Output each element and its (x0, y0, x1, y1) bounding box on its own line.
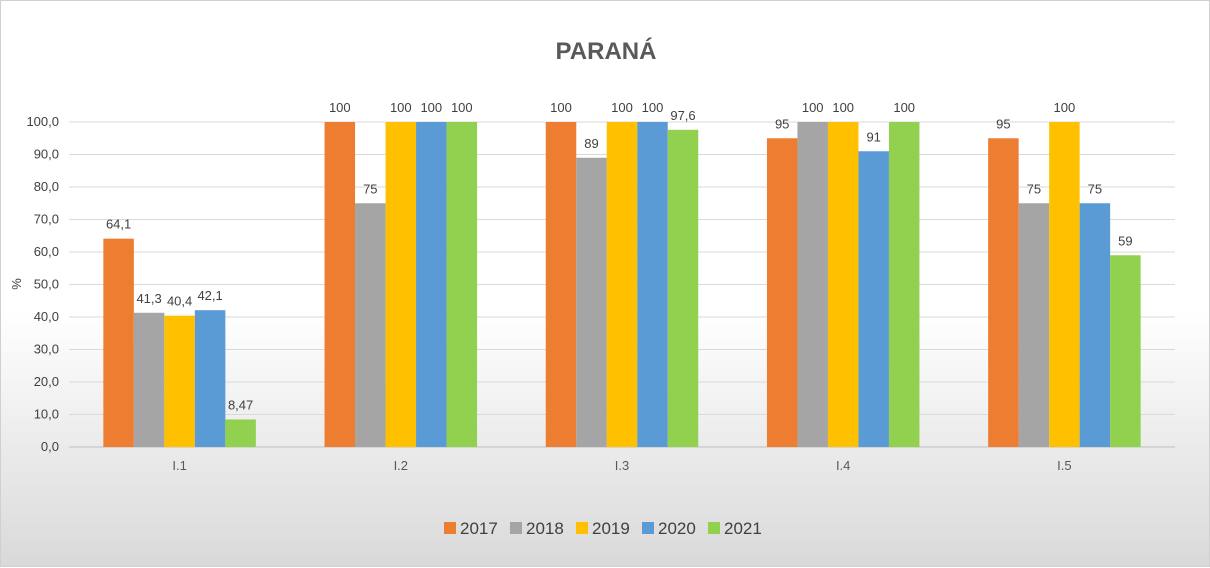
bar-2021-I.5 (1110, 255, 1141, 447)
bar-2021-I.4 (888, 122, 920, 447)
bar-2017-I.3 (545, 122, 577, 447)
y-tick-label: 10,0 (34, 407, 59, 422)
data-label: 100 (642, 100, 664, 115)
bar-2019-I.3 (606, 122, 638, 447)
bar-2019-I.1 (164, 315, 195, 447)
bar-2017-I.4 (766, 138, 798, 447)
bar-2020-I.3 (637, 122, 668, 447)
legend-label: 2021 (724, 519, 762, 538)
x-category-label: I.5 (1057, 458, 1071, 473)
data-label: 97,6 (670, 108, 695, 123)
legend: 2017 2018 2019 2020 2021 (444, 519, 762, 538)
bar-2021-I.3 (667, 129, 699, 448)
data-label: 100 (390, 100, 412, 115)
legend-label: 2017 (460, 519, 498, 538)
data-label: 75 (363, 181, 377, 196)
legend-swatch-2018 (510, 522, 522, 534)
legend-label: 2018 (526, 519, 564, 538)
data-label: 95 (996, 116, 1010, 131)
data-label: 100 (1054, 100, 1076, 115)
x-category-label: I.3 (615, 458, 629, 473)
legend-label: 2020 (658, 519, 696, 538)
bar-2019-I.5 (1049, 122, 1080, 447)
data-label: 42,1 (197, 288, 222, 303)
legend-label: 2019 (592, 519, 630, 538)
data-label: 100 (832, 100, 854, 115)
data-label: 40,4 (167, 294, 192, 309)
bar-2017-I.1 (103, 238, 134, 447)
y-tick-label: 20,0 (34, 374, 59, 389)
bar-2020-I.5 (1079, 203, 1111, 447)
data-label: 89 (584, 136, 598, 151)
data-label: 91 (866, 129, 880, 144)
bars (103, 122, 1141, 448)
bar-2018-I.3 (576, 157, 607, 447)
bar-2019-I.2 (385, 122, 417, 447)
bar-2020-I.1 (194, 310, 226, 447)
y-tick-label: 50,0 (34, 277, 59, 292)
data-label: 64,1 (106, 217, 131, 232)
y-tick-label: 40,0 (34, 309, 59, 324)
bar-2020-I.2 (416, 122, 447, 447)
data-label: 100 (420, 100, 442, 115)
y-tick-label: 0,0 (41, 439, 59, 454)
y-tick-label: 30,0 (34, 342, 59, 357)
legend-swatch-2017 (444, 522, 456, 534)
bar-2021-I.2 (446, 122, 478, 447)
data-label: 8,47 (228, 397, 253, 412)
data-label: 59 (1118, 233, 1132, 248)
bar-2021-I.1 (225, 419, 256, 447)
y-axis-label: % (9, 278, 24, 290)
bar-2017-I.5 (988, 138, 1019, 447)
x-axis-categories: I.1 I.2 I.3 I.4 I.5 (172, 458, 1071, 473)
bar-2018-I.5 (1018, 203, 1050, 447)
y-tick-label: 100,0 (26, 114, 59, 129)
data-label: 100 (611, 100, 633, 115)
y-axis-ticks: 0,0 10,0 20,0 30,0 40,0 50,0 60,0 70,0 80,0 90,0 1… (26, 114, 59, 454)
data-label: 100 (893, 100, 915, 115)
y-tick-label: 70,0 (34, 212, 59, 227)
x-category-label: I.1 (172, 458, 186, 473)
data-label: 95 (775, 116, 789, 131)
data-label: 100 (802, 100, 824, 115)
data-label: 100 (550, 100, 572, 115)
y-tick-label: 60,0 (34, 244, 59, 259)
legend-swatch-2020 (642, 522, 654, 534)
bar-2018-I.1 (133, 312, 165, 447)
bar-2018-I.4 (797, 122, 828, 447)
data-label: 75 (1088, 181, 1102, 196)
y-tick-label: 90,0 (34, 147, 59, 162)
data-labels: 64,1 41,3 40,4 42,1 8,47 100 75 100 100 100 100 89 1… (106, 100, 1133, 412)
chart-title: PARANÁ (556, 37, 657, 65)
x-category-label: I.2 (394, 458, 408, 473)
bar-2019-I.4 (827, 122, 859, 447)
bar-2020-I.4 (858, 151, 889, 447)
data-label: 75 (1027, 181, 1041, 196)
data-label: 41,3 (136, 291, 161, 306)
y-tick-label: 80,0 (34, 179, 59, 194)
x-category-label: I.4 (836, 458, 850, 473)
legend-swatch-2021 (708, 522, 720, 534)
bar-2017-I.2 (324, 122, 356, 447)
bar-2018-I.2 (355, 203, 386, 447)
data-label: 100 (451, 100, 473, 115)
legend-swatch-2019 (576, 522, 588, 534)
data-label: 100 (329, 100, 351, 115)
